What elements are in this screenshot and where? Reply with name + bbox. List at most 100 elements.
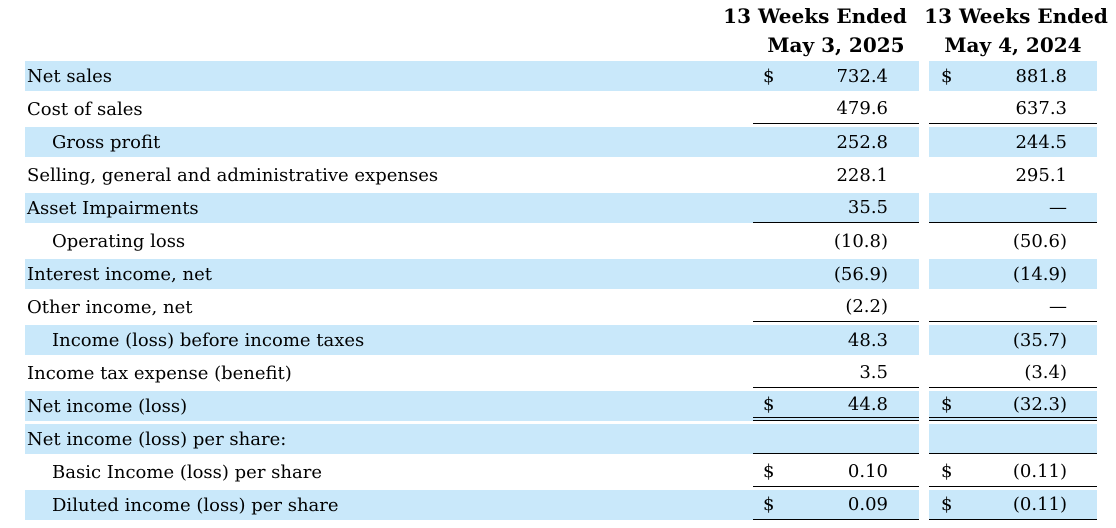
row-label: Operating loss	[52, 230, 186, 252]
value-cell-2025: $ 732.4	[753, 61, 919, 91]
column-gap	[919, 259, 929, 289]
amount-2025: 48.3	[847, 329, 888, 351]
table-row: Other income, net (2.2) —	[25, 292, 1097, 322]
dollar-sign: $	[941, 65, 953, 87]
table-row: Diluted income (loss) per share $ 0.09 $…	[25, 490, 1097, 520]
value-cell-2025: 3.5	[753, 358, 919, 388]
row-label: Net sales	[25, 61, 753, 91]
amount-2024: —	[1049, 296, 1067, 317]
header-row-date: May 3, 2025 May 4, 2024	[25, 32, 1097, 58]
period-header-2024: 13 Weeks Ended	[924, 3, 1108, 29]
value-cell-2024: —	[929, 193, 1097, 223]
value-cell-2025: 48.3	[753, 325, 919, 355]
amount-2025: (10.8)	[833, 230, 888, 252]
amount-2025: 35.5	[847, 197, 888, 218]
column-gap	[919, 226, 929, 256]
row-label: Net income (loss)	[25, 391, 753, 421]
table-row: Basic Income (loss) per share $ 0.10 $ (…	[25, 457, 1097, 487]
table-row: Interest income, net (56.9) (14.9)	[25, 259, 1097, 289]
header-row-period: 13 Weeks Ended 13 Weeks Ended	[25, 3, 1108, 29]
value-cell-2024: (3.4)	[929, 358, 1097, 388]
amount-2024: (14.9)	[1012, 263, 1067, 285]
amount-2024: (50.6)	[1012, 230, 1067, 252]
value-cell-2025: $ 44.8	[753, 391, 919, 421]
row-label: Basic Income (loss) per share	[52, 461, 322, 483]
row-label: Interest income, net	[25, 259, 753, 289]
value-cell-2024: $ 881.8	[929, 61, 1097, 91]
amount-2024: (0.11)	[1012, 494, 1067, 515]
table-row: Selling, general and administrative expe…	[25, 160, 1097, 190]
date-label-2025: May 3, 2025	[767, 33, 905, 57]
amount-2025: 228.1	[836, 164, 888, 186]
value-cell-2024: 244.5	[929, 127, 1097, 157]
amount-2024: —	[1049, 197, 1067, 218]
dollar-sign: $	[941, 393, 953, 415]
amount-2025: 732.4	[836, 65, 888, 87]
value-cell-2024: 295.1	[929, 160, 1097, 190]
table-row: Gross profit 252.8 244.5	[25, 127, 1097, 157]
dollar-sign: $	[941, 494, 953, 515]
amount-2025: 44.8	[847, 393, 888, 415]
row-label: Cost of sales	[27, 98, 143, 120]
value-cell-2025: 479.6	[753, 94, 919, 124]
date-header-2024: May 4, 2024	[929, 32, 1097, 58]
column-gap	[919, 61, 929, 91]
dollar-sign: $	[763, 65, 775, 87]
amount-2025: 0.09	[847, 494, 888, 515]
amount-2025: (56.9)	[833, 263, 888, 285]
value-cell-2024	[929, 424, 1097, 454]
value-cell-2024: $ (0.11)	[929, 490, 1097, 520]
table-row: Net sales $ 732.4 $ 881.8	[25, 61, 1097, 91]
column-gap	[919, 127, 929, 157]
amount-2025: 3.5	[859, 362, 888, 383]
column-gap	[919, 325, 929, 355]
amount-2024: (35.7)	[1012, 329, 1067, 351]
income-statement-head: 13 Weeks Ended 13 Weeks Ended May 3, 202…	[25, 3, 1108, 58]
row-label: Selling, general and administrative expe…	[27, 164, 439, 186]
value-cell-2024: —	[929, 292, 1097, 322]
value-cell-2024: (35.7)	[929, 325, 1097, 355]
amount-2025: 0.10	[847, 461, 888, 482]
amount-2024: 295.1	[1015, 164, 1067, 186]
table-row: Net income (loss) per share:	[25, 424, 1097, 454]
amount-2024: 244.5	[1015, 131, 1067, 153]
table-row: Asset Impairments 35.5 —	[25, 193, 1097, 223]
row-label: Income tax expense (benefit)	[27, 362, 292, 384]
amount-2024: 637.3	[1015, 98, 1067, 119]
value-cell-2024: 637.3	[929, 94, 1097, 124]
table-row: Net income (loss) $ 44.8 $ (32.3)	[25, 391, 1097, 421]
dollar-sign: $	[763, 393, 775, 415]
value-cell-2025: (10.8)	[753, 226, 919, 256]
dollar-sign: $	[763, 461, 775, 482]
column-gap	[919, 490, 929, 520]
date-header-2025: May 3, 2025	[753, 32, 919, 58]
row-label: Diluted income (loss) per share	[25, 490, 753, 520]
income-statement-table: 13 Weeks Ended 13 Weeks Ended May 3, 202…	[25, 0, 1108, 523]
amount-2025: 252.8	[836, 131, 888, 153]
column-gap	[919, 424, 929, 454]
amount-2025: 479.6	[836, 98, 888, 119]
value-cell-2024: (50.6)	[929, 226, 1097, 256]
value-cell-2025: 35.5	[753, 193, 919, 223]
row-label: Other income, net	[27, 296, 193, 318]
amount-2024: (3.4)	[1024, 362, 1067, 383]
row-label: Net income (loss) per share:	[25, 424, 753, 454]
column-gap	[919, 292, 929, 322]
header-spacer	[25, 3, 753, 29]
table-row: Income tax expense (benefit) 3.5 (3.4)	[25, 358, 1097, 388]
dollar-sign: $	[941, 461, 953, 482]
value-cell-2025: $ 0.09	[753, 490, 919, 520]
value-cell-2024: (14.9)	[929, 259, 1097, 289]
amount-2025: (2.2)	[845, 296, 888, 317]
value-cell-2025: 252.8	[753, 127, 919, 157]
table-row: Operating loss (10.8) (50.6)	[25, 226, 1097, 256]
amount-2024: (32.3)	[1012, 393, 1067, 415]
value-cell-2025	[753, 424, 919, 454]
header-spacer	[25, 32, 753, 58]
column-gap	[919, 391, 929, 421]
column-gap	[919, 160, 929, 190]
value-cell-2024: $ (0.11)	[929, 457, 1097, 487]
row-label: Income (loss) before income taxes	[25, 325, 753, 355]
value-cell-2024: $ (32.3)	[929, 391, 1097, 421]
row-label: Gross profit	[25, 127, 753, 157]
